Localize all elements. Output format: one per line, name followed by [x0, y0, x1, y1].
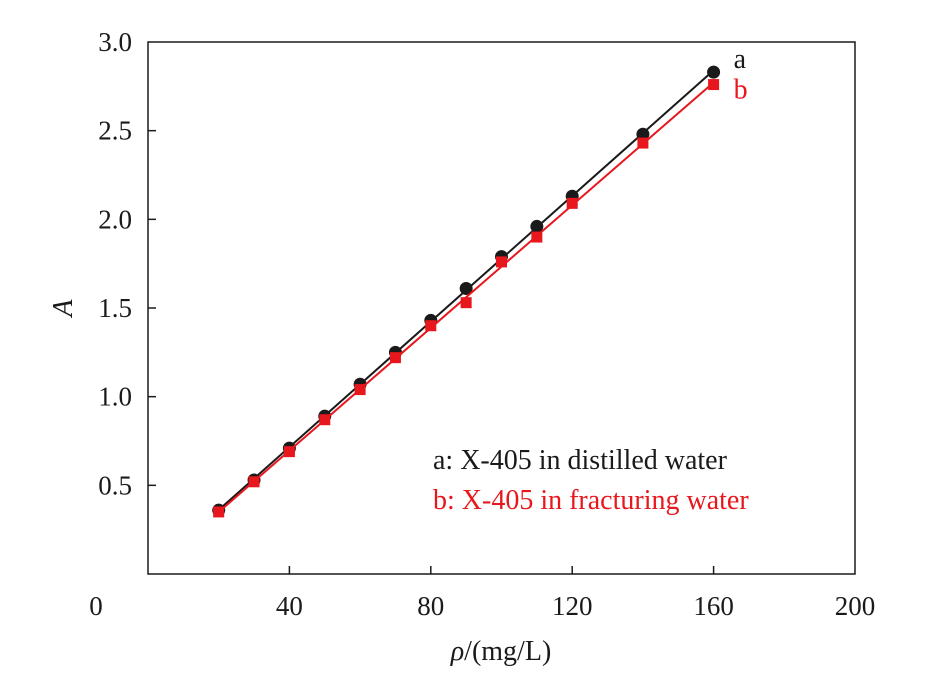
data-point-b: [708, 79, 720, 91]
y-tick-label: 0.5: [98, 470, 132, 500]
data-point-a: [459, 281, 473, 295]
y-tick-label: 1.0: [98, 382, 132, 412]
data-point-a: [530, 219, 544, 233]
x-tick-label: 160: [693, 591, 734, 621]
legend: a: X-405 in distilled water b: X-405 in f…: [433, 445, 749, 516]
x-tick-label: 120: [552, 591, 593, 621]
data-point-b: [566, 197, 578, 209]
x-tick-label: 40: [276, 591, 303, 621]
y-axis-title: A: [48, 299, 79, 319]
y-tick-label: 2.5: [98, 116, 132, 146]
data-point-b: [354, 384, 366, 396]
data-point-b: [531, 231, 543, 243]
data-point-b: [389, 352, 401, 364]
series-tag-b: b: [734, 75, 748, 106]
x-axis-title: ρ/(mg/L): [450, 636, 552, 667]
y-tick-label: 1.5: [98, 293, 132, 323]
data-point-b: [425, 320, 437, 332]
x-tick-label: 80: [417, 591, 444, 621]
data-point-b: [283, 446, 295, 458]
series-b: b: [213, 75, 748, 518]
y-tick-label: 2.0: [98, 204, 132, 234]
legend-entry-a: a: X-405 in distilled water: [433, 445, 728, 476]
x-axis: 0 40 80 120 160 200: [89, 566, 875, 621]
data-point-b: [248, 476, 260, 488]
x-tick-label: 0: [89, 591, 103, 621]
data-point-b: [319, 414, 331, 426]
y-axis: 0.5 1.0 1.5 2.0 2.5 3.0: [98, 27, 156, 500]
data-point-b: [637, 137, 649, 149]
x-tick-label: 200: [835, 591, 876, 621]
data-point-b: [213, 506, 225, 518]
series-tag-a: a: [734, 44, 747, 75]
series-layer: ab: [212, 44, 748, 518]
data-point-a: [636, 127, 650, 141]
legend-entry-b: b: X-405 in fracturing water: [433, 485, 749, 516]
data-point-b: [496, 256, 507, 268]
y-tick-label: 3.0: [98, 27, 132, 57]
data-point-a: [707, 65, 721, 79]
data-point-b: [460, 297, 472, 309]
